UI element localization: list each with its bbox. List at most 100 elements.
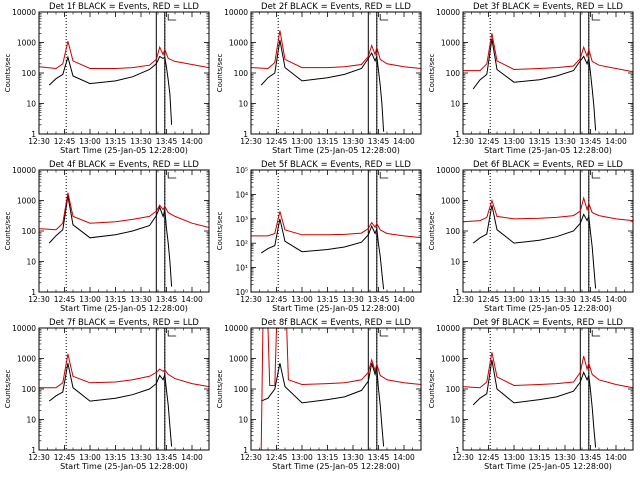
- flag-marker: [167, 330, 177, 337]
- y-tick-label: 10000: [436, 8, 460, 17]
- x-tick-label: 12:45: [478, 453, 500, 462]
- chart-panel: Det 3f BLACK = Events, RED = LLD Counts/s…: [428, 2, 634, 155]
- x-axis-label: Start Time (25-Jan-05 12:28:00): [60, 304, 188, 313]
- flag-marker: [591, 172, 601, 179]
- x-axis-label: Start Time (25-Jan-05 12:28:00): [272, 146, 400, 155]
- y-tick-label: 10000: [12, 166, 36, 175]
- y-tick-label: 1: [243, 130, 248, 139]
- y-tick-label: 1: [31, 130, 36, 139]
- chart-title: Det 5f BLACK = Events, RED = LLD: [261, 160, 411, 170]
- y-tick-label: 10: [238, 100, 248, 109]
- x-tick-label: 13:45: [368, 295, 390, 304]
- x-tick-label: 13:45: [368, 137, 390, 146]
- y-tick-label: 10000: [436, 166, 460, 175]
- x-tick-label: 14:00: [393, 295, 415, 304]
- x-tick-label: 13:45: [156, 295, 178, 304]
- chart-title: Det 6f BLACK = Events, RED = LLD: [473, 160, 623, 170]
- events-series-line: [48, 55, 173, 125]
- x-tick-label: 12:30: [240, 453, 262, 462]
- x-tick-label: 13:30: [554, 137, 576, 146]
- flag-marker: [591, 14, 601, 21]
- x-tick-label: 14:00: [393, 453, 415, 462]
- x-axis-label: Start Time (25-Jan-05 12:28:00): [484, 146, 612, 155]
- y-tick-label: 1: [31, 446, 36, 455]
- x-tick-label: 13:00: [503, 453, 525, 462]
- y-axis-label: Counts/sec: [216, 212, 224, 251]
- x-tick-label: 13:30: [342, 137, 364, 146]
- x-tick-label: 13:15: [105, 137, 127, 146]
- chart-title: Det 7f BLACK = Events, RED = LLD: [49, 318, 199, 328]
- x-tick-label: 13:45: [368, 453, 390, 462]
- flag-marker: [167, 172, 177, 179]
- chart-panel: Det 2f BLACK = Events, RED = LLD Counts/s…: [216, 2, 422, 155]
- x-tick-label: 12:30: [28, 453, 50, 462]
- lld-series-line: [251, 211, 421, 239]
- chart-panel: Det 8f BLACK = Events, RED = LLD Counts/s…: [216, 318, 422, 471]
- events-series-line: [48, 195, 173, 287]
- x-tick-label: 13:45: [580, 137, 602, 146]
- x-tick-label: 13:15: [529, 453, 551, 462]
- x-tick-label: 13:30: [130, 295, 152, 304]
- lld-series-line: [463, 352, 633, 389]
- plot-frame: [462, 169, 634, 293]
- y-tick-label: 1000: [17, 355, 36, 364]
- x-tick-label: 13:00: [79, 137, 101, 146]
- x-tick-label: 14:00: [605, 137, 627, 146]
- y-tick-label: 1: [243, 446, 248, 455]
- x-tick-label: 12:30: [28, 137, 50, 146]
- chart-panel: Det 9f BLACK = Events, RED = LLD Counts/s…: [428, 318, 634, 471]
- chart-panel: Det 7f BLACK = Events, RED = LLD Counts/s…: [4, 318, 210, 471]
- x-tick-label: 13:45: [580, 295, 602, 304]
- x-tick-label: 13:15: [105, 295, 127, 304]
- y-tick-label: 100: [234, 385, 249, 394]
- x-tick-label: 12:45: [266, 137, 288, 146]
- y-tick-label: 10: [450, 258, 460, 267]
- y-tick-label: 10: [26, 416, 36, 425]
- x-tick-label: 13:15: [317, 295, 339, 304]
- flag-marker: [379, 172, 389, 179]
- plot-frame: [38, 169, 210, 293]
- chart-title: Det 8f BLACK = Events, RED = LLD: [261, 318, 411, 328]
- x-tick-label: 14:00: [393, 137, 415, 146]
- lld-series-line: [39, 353, 209, 389]
- x-tick-label: 13:00: [291, 453, 313, 462]
- y-axis-label: Counts/sec: [4, 370, 12, 409]
- y-tick-label: 10³: [235, 215, 248, 224]
- x-tick-label: 13:30: [342, 453, 364, 462]
- x-tick-label: 13:00: [79, 295, 101, 304]
- chart-title: Det 2f BLACK = Events, RED = LLD: [261, 2, 411, 12]
- x-tick-label: 12:30: [240, 137, 262, 146]
- x-tick-label: 12:45: [478, 295, 500, 304]
- lld-series-line: [39, 41, 209, 70]
- x-tick-label: 12:30: [452, 453, 474, 462]
- x-tick-label: 13:45: [580, 453, 602, 462]
- plot-frame: [250, 169, 422, 293]
- y-axis-label: Counts/sec: [4, 212, 12, 251]
- y-tick-label: 1: [31, 288, 36, 297]
- chart-title: Det 3f BLACK = Events, RED = LLD: [473, 2, 623, 12]
- events-series-line: [260, 218, 385, 290]
- x-tick-label: 13:30: [554, 295, 576, 304]
- y-tick-label: 1000: [441, 197, 460, 206]
- y-axis-label: Counts/sec: [428, 370, 436, 409]
- y-tick-label: 10000: [224, 8, 248, 17]
- y-tick-label: 10: [450, 100, 460, 109]
- y-tick-label: 100: [234, 69, 249, 78]
- x-tick-label: 13:00: [291, 295, 313, 304]
- y-axis-label: Counts/sec: [428, 54, 436, 93]
- y-tick-label: 100: [22, 385, 37, 394]
- y-tick-label: 1000: [441, 355, 460, 364]
- x-tick-label: 13:30: [130, 453, 152, 462]
- x-axis-label: Start Time (25-Jan-05 12:28:00): [60, 146, 188, 155]
- y-tick-label: 10¹: [235, 264, 248, 273]
- y-axis-label: Counts/sec: [216, 54, 224, 93]
- x-axis-label: Start Time (25-Jan-05 12:28:00): [272, 462, 400, 471]
- y-axis-label: Counts/sec: [428, 212, 436, 251]
- x-axis-label: Start Time (25-Jan-05 12:28:00): [60, 462, 188, 471]
- lld-series-line: [463, 33, 633, 73]
- y-tick-label: 10: [26, 258, 36, 267]
- x-tick-label: 13:45: [156, 453, 178, 462]
- y-tick-label: 1: [455, 130, 460, 139]
- x-tick-label: 13:30: [554, 453, 576, 462]
- events-series-line: [48, 363, 173, 447]
